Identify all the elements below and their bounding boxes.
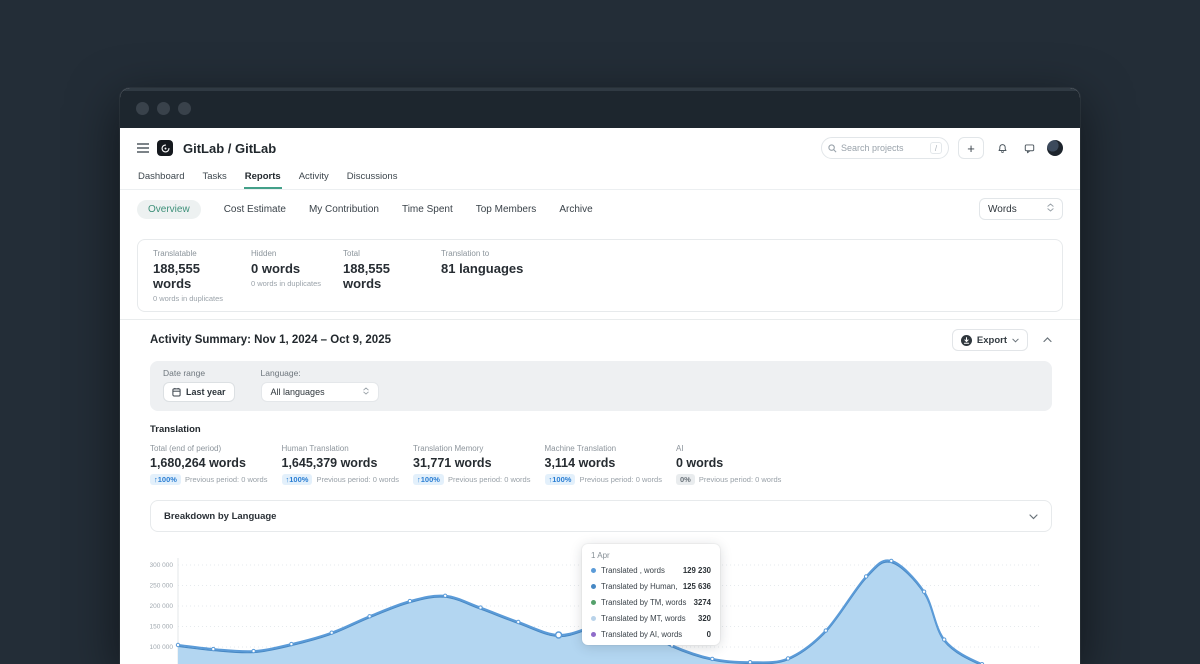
series-dot bbox=[591, 583, 596, 589]
trend-badge: ↑100% bbox=[413, 474, 444, 485]
metric-machine-translation: Machine Translation 3,114 words ↑100% Pre… bbox=[544, 444, 662, 485]
subtab-cost-estimate[interactable]: Cost Estimate bbox=[223, 203, 286, 215]
language-filter: Language: All languages bbox=[260, 368, 379, 402]
project-title: GitLab / GitLab bbox=[183, 140, 277, 156]
download-icon bbox=[960, 334, 972, 346]
tab-dashboard[interactable]: Dashboard bbox=[138, 171, 185, 182]
svg-text:100 000: 100 000 bbox=[150, 644, 173, 651]
create-new-button[interactable]: + bbox=[958, 137, 984, 159]
activity-summary-title: Activity Summary: Nov 1, 2024 – Oct 9, 2… bbox=[150, 334, 391, 346]
svg-text:300 000: 300 000 bbox=[150, 562, 173, 569]
tab-reports[interactable]: Reports bbox=[243, 168, 282, 189]
chevron-down-icon bbox=[1029, 507, 1038, 525]
metric-translation-memory: Translation Memory 31,771 words ↑100% Pre… bbox=[413, 444, 531, 485]
collapse-section-button[interactable] bbox=[1043, 337, 1052, 343]
svg-text:150 000: 150 000 bbox=[150, 624, 173, 631]
date-range-button[interactable]: Last year bbox=[163, 382, 235, 402]
browser-titlebar bbox=[120, 88, 1080, 128]
browser-window: GitLab / GitLab / + Dashboard bbox=[120, 88, 1080, 664]
filter-bar: Date range Last year Language: All langu… bbox=[150, 361, 1052, 411]
date-range-filter: Date range Last year bbox=[163, 368, 235, 402]
export-label: Export bbox=[976, 334, 1007, 346]
breakdown-title: Breakdown by Language bbox=[164, 510, 277, 522]
series-dot bbox=[591, 599, 596, 605]
svg-text:200 000: 200 000 bbox=[150, 603, 173, 610]
tooltip-row: Translated , words 129 230 bbox=[591, 562, 711, 578]
trend-badge: ↑100% bbox=[544, 474, 576, 485]
series-dot bbox=[591, 567, 596, 573]
metric-human-translation: Human Translation 1,645,379 words ↑100% P… bbox=[281, 444, 399, 485]
unit-select[interactable]: Words bbox=[979, 198, 1063, 220]
tab-discussions[interactable]: Discussions bbox=[346, 171, 398, 182]
subtab-my-contribution[interactable]: My Contribution bbox=[308, 203, 379, 215]
activity-summary-section: Activity Summary: Nov 1, 2024 – Oct 9, 2… bbox=[120, 319, 1080, 664]
window-control-maximize[interactable] bbox=[178, 101, 191, 115]
tooltip-row: Translated by AI, words 0 bbox=[591, 626, 711, 642]
series-dot bbox=[591, 631, 596, 637]
chevron-updown-icon bbox=[362, 387, 369, 397]
export-button[interactable]: Export bbox=[951, 329, 1028, 351]
app-page: GitLab / GitLab / + Dashboard bbox=[120, 128, 1080, 664]
notifications-bell-icon[interactable] bbox=[993, 139, 1011, 157]
tooltip-row: Translated by TM, words 3274 bbox=[591, 594, 711, 610]
main-tabs: Dashboard Tasks Reports Activity Discuss… bbox=[120, 163, 1080, 190]
translation-metrics-block: Translation Total (end of period) 1,680,… bbox=[150, 424, 1052, 485]
tooltip-row: Translated by MT, words 320 bbox=[591, 610, 711, 626]
project-logo[interactable] bbox=[157, 140, 173, 156]
chevron-updown-icon bbox=[1047, 203, 1054, 215]
user-avatar[interactable] bbox=[1047, 140, 1063, 156]
report-subtabs: Overview Cost Estimate My Contribution T… bbox=[120, 190, 1080, 224]
search-shortcut-key: / bbox=[930, 142, 942, 154]
trend-badge: 0% bbox=[676, 474, 695, 485]
translation-heading: Translation bbox=[150, 424, 201, 435]
tab-activity[interactable]: Activity bbox=[298, 171, 329, 182]
window-control-minimize[interactable] bbox=[157, 101, 170, 115]
search-input[interactable] bbox=[841, 143, 926, 153]
tooltip-date: 1 Apr bbox=[591, 551, 610, 560]
chevron-down-icon bbox=[1012, 338, 1019, 343]
window-control-close[interactable] bbox=[136, 101, 149, 115]
subtab-top-members[interactable]: Top Members bbox=[475, 203, 537, 215]
messages-icon[interactable] bbox=[1020, 139, 1038, 157]
language-select[interactable]: All languages bbox=[260, 382, 379, 402]
breakdown-by-language-card[interactable]: Breakdown by Language bbox=[150, 500, 1052, 532]
trend-badge: ↑100% bbox=[281, 474, 313, 485]
search-icon bbox=[828, 143, 837, 152]
stat-translation-to: Translation to 81 languages bbox=[441, 249, 524, 276]
language-label: Language: bbox=[260, 368, 301, 378]
tab-tasks[interactable]: Tasks bbox=[202, 171, 227, 182]
search-box[interactable]: / bbox=[821, 137, 949, 159]
stat-translatable: Translatable 188,555 words 0 words in du… bbox=[153, 249, 224, 303]
app-header: GitLab / GitLab / + bbox=[120, 128, 1080, 163]
chart-tooltip: 1 Apr Translated , words 129 230 Transla… bbox=[582, 544, 720, 645]
series-dot bbox=[591, 615, 596, 621]
stat-total: Total 188,555 words bbox=[343, 249, 390, 291]
svg-text:250 000: 250 000 bbox=[150, 583, 173, 590]
trend-badge: ↑100% bbox=[150, 474, 181, 485]
subtab-archive[interactable]: Archive bbox=[559, 203, 593, 215]
date-range-label: Date range bbox=[163, 368, 206, 378]
tooltip-row: Translated by Human, words 125 636 bbox=[591, 578, 711, 594]
metric-total-end-of-period: Total (end of period) 1,680,264 words ↑1… bbox=[150, 444, 268, 485]
hamburger-menu-icon[interactable] bbox=[137, 143, 149, 153]
calendar-icon bbox=[172, 387, 181, 397]
unit-select-value: Words bbox=[988, 203, 1017, 215]
subtab-time-spent[interactable]: Time Spent bbox=[401, 203, 453, 215]
project-stats-card: Translatable 188,555 words 0 words in du… bbox=[137, 239, 1063, 312]
stat-hidden: Hidden 0 words 0 words in duplicates bbox=[251, 249, 322, 288]
metric-ai: AI 0 words 0% Previous period: 0 words bbox=[676, 444, 782, 485]
chevron-up-icon bbox=[1043, 337, 1052, 343]
subtab-overview[interactable]: Overview bbox=[137, 199, 201, 219]
